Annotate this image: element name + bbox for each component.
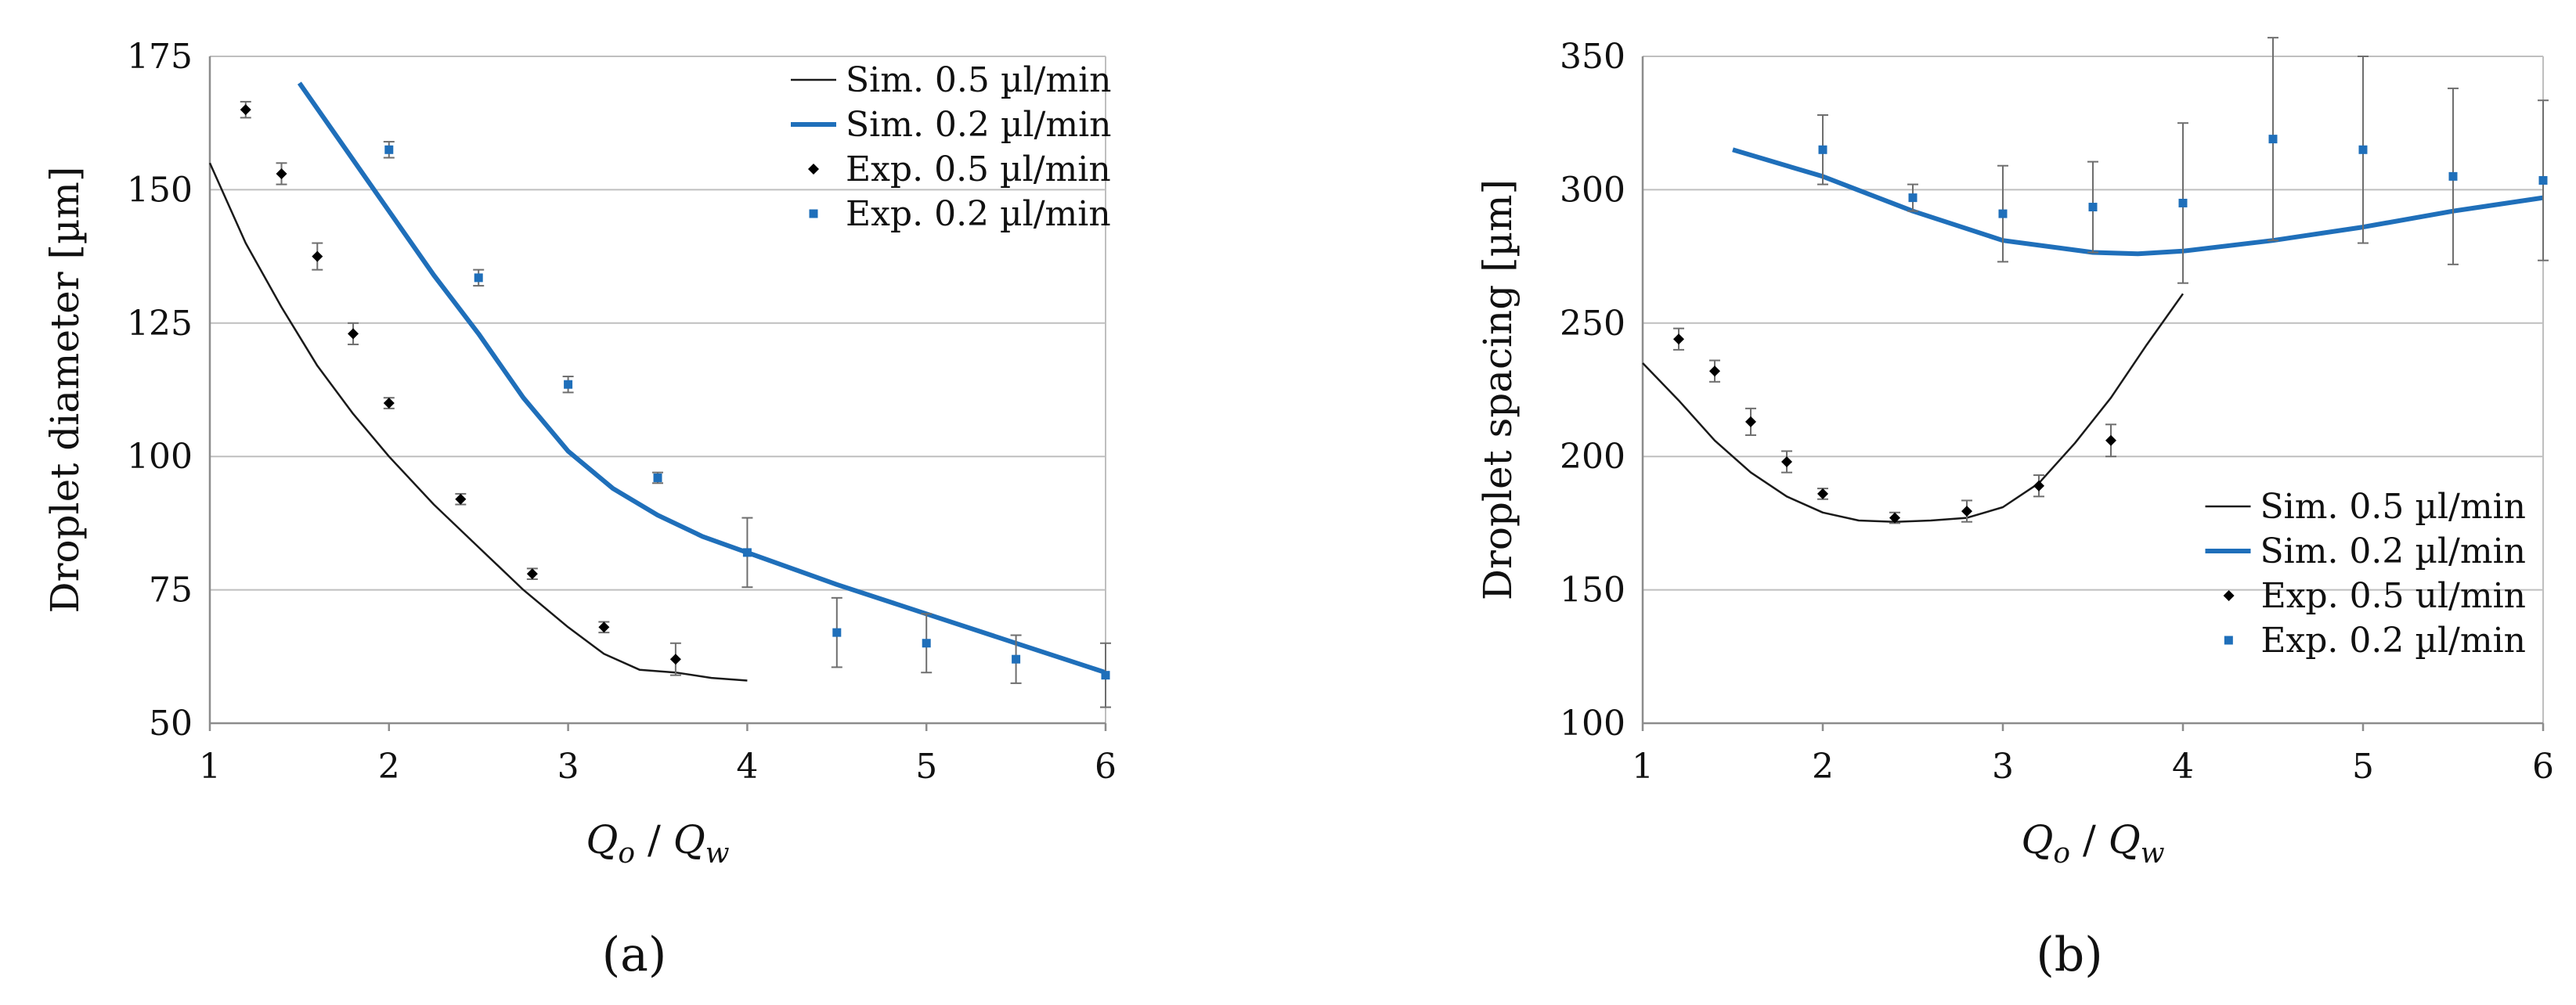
data-point-exp05 <box>240 104 251 116</box>
data-point-exp02 <box>742 548 752 557</box>
data-point-exp02 <box>1012 654 1021 664</box>
data-point-exp05 <box>669 654 681 665</box>
y-tick-label: 75 <box>149 571 193 611</box>
legend-entry-sim02: Sim. 0.2 µl/min <box>2260 531 2527 571</box>
data-point-exp05 <box>276 168 287 179</box>
x-tick-label: 2 <box>1812 747 1834 787</box>
data-point-exp05 <box>383 398 395 409</box>
y-tick-label: 250 <box>1560 304 1625 344</box>
data-point-exp05 <box>1781 456 1792 468</box>
y-tick-label: 150 <box>1560 571 1625 611</box>
legend-entry-sim05: Sim. 0.5 µl/min <box>846 60 1112 100</box>
x-axis-label: Qo / Qw <box>586 817 729 870</box>
data-point-exp05 <box>312 250 323 262</box>
panel-label: (a) <box>602 928 667 982</box>
data-point-exp02 <box>384 145 394 154</box>
panel-b-spacing-chart: 100 150 200 250 300 350 1 2 3 4 5 6 Droplet spacing … <box>1475 37 2554 982</box>
data-point-exp02 <box>2268 135 2278 144</box>
data-point-exp02 <box>564 380 573 389</box>
data-point-exp02 <box>1998 209 2008 218</box>
series-line-sim05 <box>1642 293 2185 523</box>
data-point-exp02 <box>2538 175 2548 185</box>
x-tick-label: 5 <box>2352 747 2374 787</box>
y-tick-label: 50 <box>149 704 193 744</box>
x-tick-label: 1 <box>199 747 221 787</box>
legend-key-exp02 <box>809 209 818 218</box>
legend-entry-sim02: Sim. 0.2 µl/min <box>846 105 1112 145</box>
x-tick-label: 4 <box>2172 747 2194 787</box>
legend-entry-exp05: Exp. 0.5 ul/min <box>2261 576 2526 616</box>
y-tick-label: 200 <box>1560 437 1625 477</box>
data-point-exp05 <box>598 621 610 633</box>
x-tick-label: 2 <box>378 747 400 787</box>
data-point-exp05 <box>1709 366 1720 377</box>
data-point-exp05 <box>1673 333 1684 345</box>
data-point-exp05 <box>348 328 359 340</box>
legend-entry-sim05: Sim. 0.5 µl/min <box>2260 487 2527 527</box>
x-axis-label: Qo / Qw <box>2021 817 2164 870</box>
legend-entry-exp05: Exp. 0.5 µl/min <box>846 149 1111 189</box>
data-point-exp02 <box>474 273 483 283</box>
data-point-exp05 <box>1889 512 1900 524</box>
data-point-exp02 <box>2448 171 2458 181</box>
y-tick-label: 150 <box>127 170 193 210</box>
series-line-sim05 <box>208 162 748 682</box>
y-tick-label: 300 <box>1560 170 1625 210</box>
y-tick-label: 100 <box>127 437 193 477</box>
data-point-exp05 <box>2033 480 2044 492</box>
y-tick-label: 175 <box>127 37 193 77</box>
data-point-exp02 <box>1818 145 1827 154</box>
x-tick-label: 6 <box>2532 747 2554 787</box>
data-point-exp02 <box>653 473 662 482</box>
panel-label: (b) <box>2036 928 2102 982</box>
legend-key-exp05 <box>808 164 819 175</box>
data-point-exp02 <box>1101 671 1110 680</box>
data-point-exp02 <box>1908 193 1918 203</box>
legend-key-exp05 <box>2223 590 2235 601</box>
y-tick-label: 100 <box>1560 704 1625 744</box>
data-point-exp02 <box>922 639 931 648</box>
data-point-exp02 <box>832 628 842 637</box>
data-point-exp05 <box>1961 506 1972 517</box>
series-line-sim02 <box>297 81 1106 675</box>
x-tick-label: 1 <box>1632 747 1654 787</box>
y-tick-label: 125 <box>127 304 193 344</box>
data-point-exp05 <box>1745 416 1756 427</box>
data-point-exp02 <box>2178 198 2188 207</box>
x-tick-label: 5 <box>915 747 937 787</box>
legend-entry-exp02: Exp. 0.2 µl/min <box>846 194 1111 234</box>
x-tick-label: 4 <box>736 747 758 787</box>
series-line-sim02 <box>1732 147 2544 257</box>
data-point-exp05 <box>1817 488 1828 499</box>
data-point-exp02 <box>2358 145 2368 154</box>
y-axis-label: Droplet spacing [µm] <box>1475 179 1521 600</box>
y-tick-label: 350 <box>1560 37 1625 77</box>
x-tick-label: 3 <box>1992 747 2014 787</box>
legend-entry-exp02: Exp. 0.2 µl/min <box>2260 621 2526 661</box>
x-tick-label: 3 <box>557 747 579 787</box>
data-point-exp05 <box>455 493 467 505</box>
data-point-exp05 <box>526 568 538 580</box>
panel-a-diameter-chart: 50 75 100 125 150 175 1 2 3 4 5 6 Droplet diameter [… <box>42 37 1117 982</box>
data-point-exp05 <box>2105 434 2116 446</box>
legend-key-exp02 <box>2224 636 2233 645</box>
data-point-exp02 <box>2088 203 2098 212</box>
y-axis-label: Droplet diameter [µm] <box>42 167 88 614</box>
x-tick-label: 6 <box>1095 747 1117 787</box>
